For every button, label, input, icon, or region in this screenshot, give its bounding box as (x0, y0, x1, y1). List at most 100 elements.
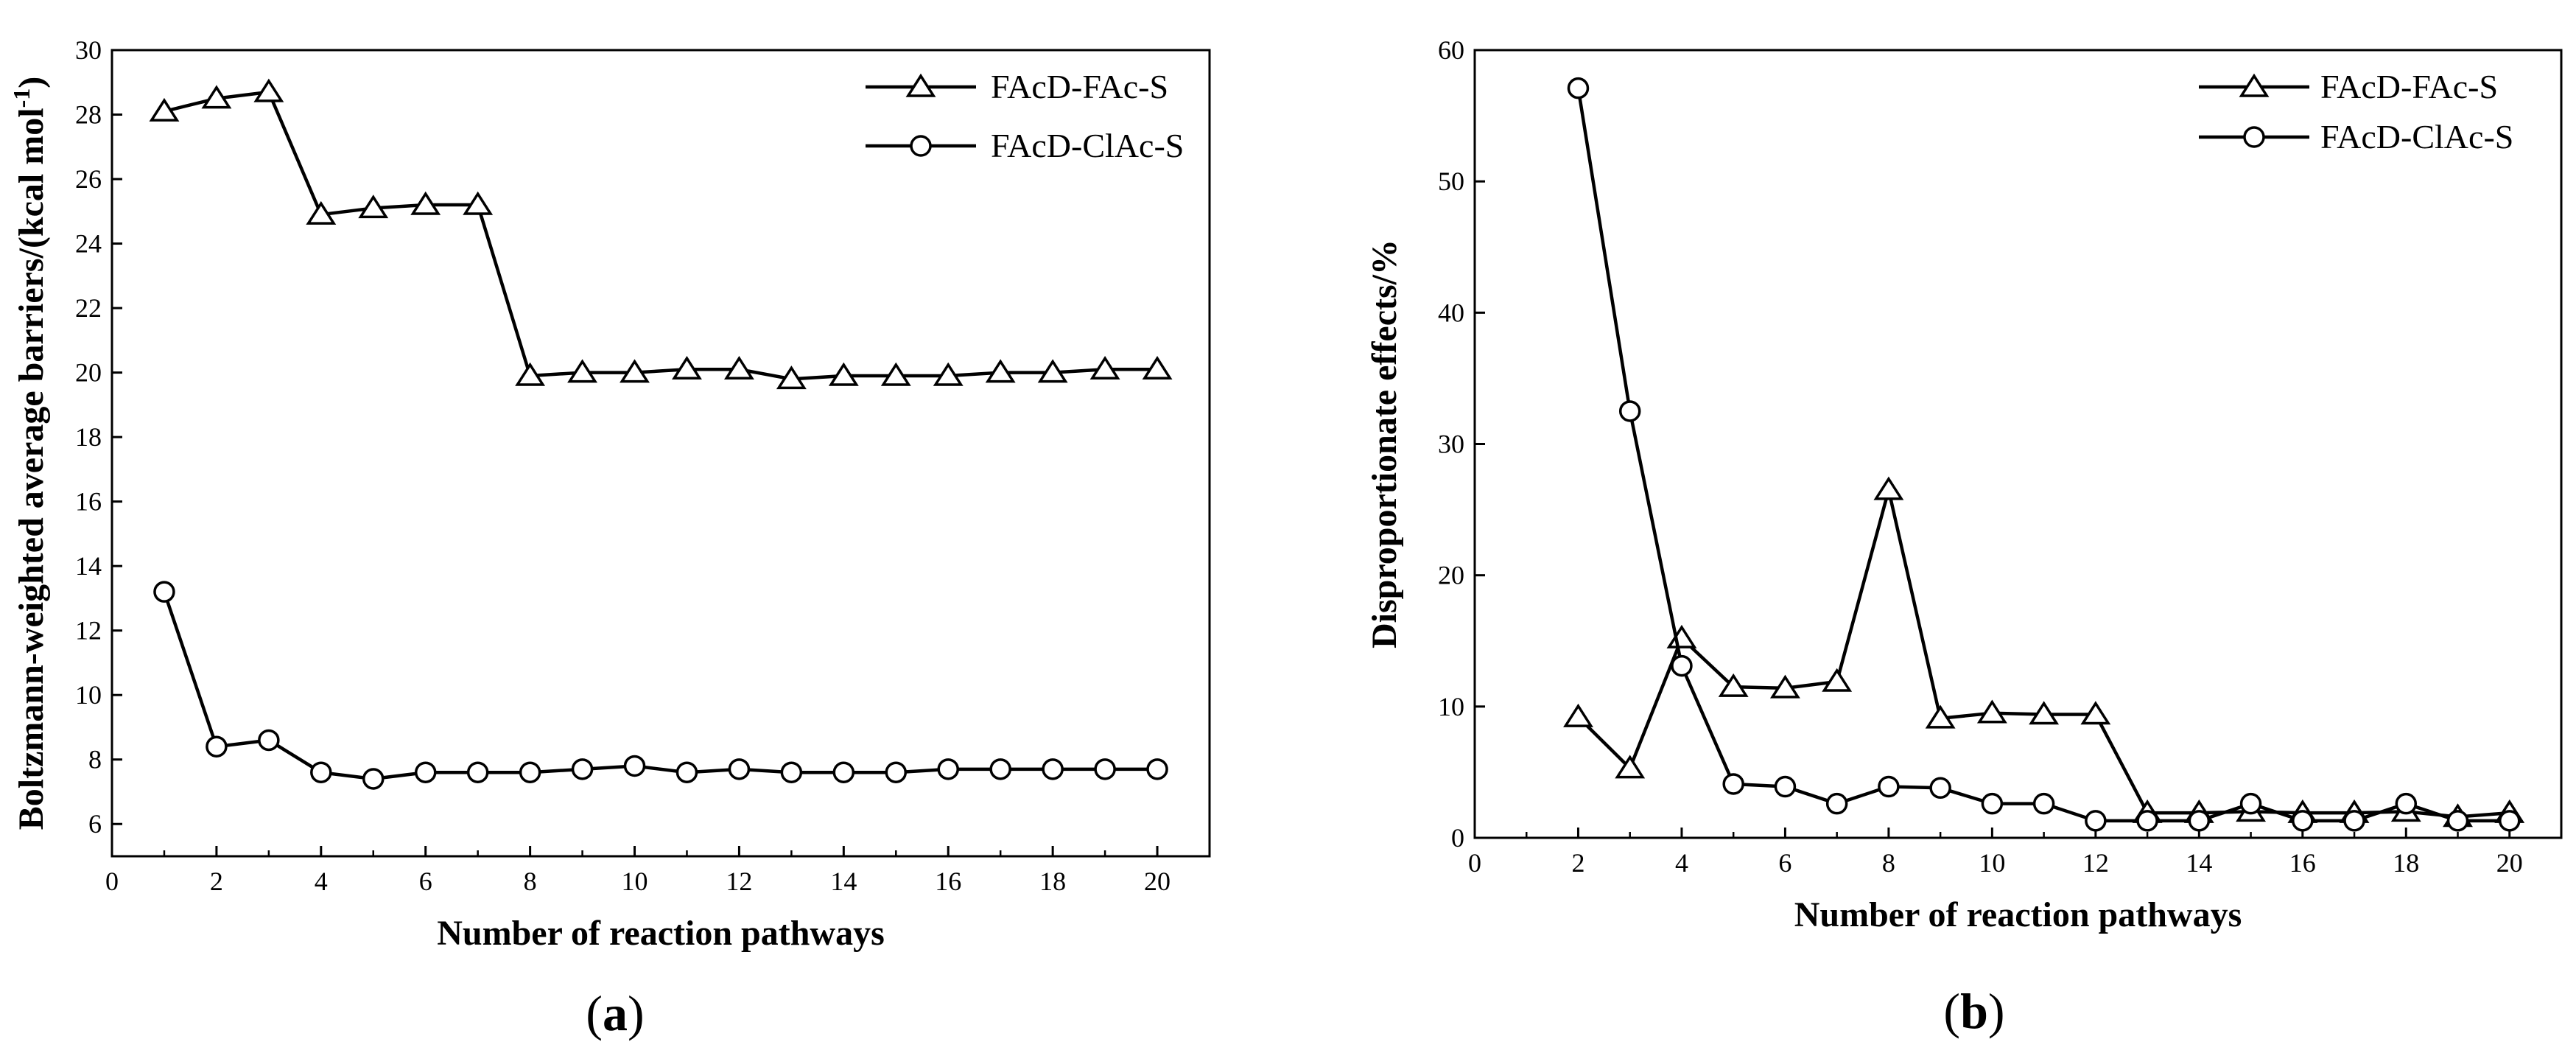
data-point-triangle (1615, 755, 1646, 779)
x-tick-label: 12 (726, 867, 752, 896)
data-point-circle (466, 761, 489, 783)
x-tick-label: 8 (524, 867, 537, 896)
x-tick-label: 16 (2289, 848, 2316, 878)
y-tick-label: 60 (1438, 35, 1464, 65)
y-tick-label: 20 (1438, 561, 1464, 590)
x-tick-label: 18 (1039, 867, 1066, 896)
data-point-circle (2395, 792, 2418, 815)
data-point-circle (362, 768, 385, 790)
data-point-circle (675, 761, 698, 783)
x-tick-label: 14 (2186, 848, 2212, 878)
data-point-circle (1981, 792, 2004, 815)
data-point-circle (519, 761, 541, 783)
data-point-circle (153, 581, 175, 603)
x-tick-label: 4 (1675, 848, 1688, 878)
x-tick-label: 20 (1144, 867, 1171, 896)
data-point-triangle (933, 362, 964, 386)
data-point-circle (937, 758, 959, 780)
data-point-triangle (410, 191, 441, 215)
data-point-circle (1722, 773, 1744, 795)
data-point-circle (2188, 810, 2211, 832)
data-point-triangle (149, 97, 180, 122)
data-point-triangle (201, 85, 232, 109)
legend-marker-triangle (2239, 73, 2270, 97)
x-tick-label: 12 (2082, 848, 2109, 878)
y-tick-label: 50 (1438, 167, 1464, 196)
data-point-triangle (1925, 704, 1956, 729)
data-point-triangle (1089, 355, 1120, 379)
data-point-triangle (2029, 701, 2060, 725)
data-point-triangle (1037, 359, 1068, 383)
x-axis-title: Number of reaction pathways (437, 914, 885, 953)
y-tick-label: 28 (75, 100, 102, 130)
data-point-circle (728, 758, 751, 780)
x-tick-label: 0 (105, 867, 119, 896)
data-point-circle (2085, 810, 2107, 832)
data-point-circle (1825, 792, 1848, 815)
x-tick-label: 2 (1571, 848, 1584, 878)
data-point-triangle (515, 362, 546, 386)
data-point-triangle (358, 195, 389, 219)
data-point-circle (2343, 810, 2365, 832)
data-point-circle (780, 761, 803, 783)
y-tick-label: 8 (88, 745, 102, 774)
x-tick-label: 14 (830, 867, 857, 896)
legend-label: FAcD-FAc-S (991, 68, 1168, 105)
data-point-circle (310, 761, 332, 783)
data-point-triangle (306, 200, 337, 225)
y-tick-label: 30 (1438, 430, 1464, 459)
panel-label: (b) (1943, 983, 2004, 1039)
x-tick-label: 18 (2393, 848, 2419, 878)
data-point-triangle (828, 362, 859, 386)
y-axis-title: Boltzmann-weighted average barriers/(kca… (8, 77, 51, 830)
data-point-triangle (672, 355, 702, 379)
x-tick-label: 20 (2496, 848, 2523, 878)
data-point-circle (989, 758, 1011, 780)
x-tick-label: 0 (1468, 848, 1481, 878)
data-point-triangle (880, 362, 911, 386)
data-point-circle (1042, 758, 1064, 780)
x-tick-label: 6 (419, 867, 432, 896)
panel-label: (a) (586, 985, 644, 1041)
data-point-circle (1146, 758, 1168, 780)
y-tick-label: 10 (1438, 692, 1464, 721)
x-tick-label: 10 (1979, 848, 2005, 878)
y-axis-title: Disproportionate effects/% (1365, 239, 1404, 648)
x-tick-label: 6 (1778, 848, 1791, 878)
data-point-triangle (723, 355, 754, 379)
x-axis-title: Number of reaction pathways (1794, 895, 2242, 934)
data-point-triangle (1142, 355, 1173, 379)
data-point-triangle (567, 359, 598, 383)
data-point-circle (1929, 777, 1951, 800)
x-tick-label: 4 (315, 867, 328, 896)
data-point-circle (414, 761, 437, 783)
y-tick-label: 40 (1438, 298, 1464, 327)
data-point-circle (1878, 775, 1900, 798)
data-point-circle (2292, 810, 2314, 832)
data-point-triangle (776, 365, 807, 390)
data-point-circle (885, 761, 908, 783)
y-tick-label: 30 (75, 35, 102, 65)
data-point-triangle (1976, 699, 2007, 724)
data-point-circle (2446, 810, 2469, 832)
y-tick-label: 20 (75, 358, 102, 388)
data-point-circle (2032, 792, 2055, 815)
data-point-triangle (1822, 668, 1853, 692)
data-point-triangle (1563, 703, 1593, 727)
data-point-triangle (253, 78, 284, 102)
data-point-circle (1094, 758, 1116, 780)
y-tick-label: 12 (75, 616, 102, 646)
series-line-circle (162, 591, 1158, 781)
data-point-circle (206, 735, 228, 758)
data-point-circle (2136, 810, 2158, 832)
data-point-triangle (1769, 674, 1800, 699)
data-point-triangle (2080, 701, 2111, 725)
x-tick-label: 16 (935, 867, 961, 896)
y-tick-label: 22 (75, 293, 102, 323)
x-tick-label: 10 (622, 867, 648, 896)
legend-marker-circle (910, 135, 932, 157)
data-point-circle (2239, 792, 2262, 815)
data-point-circle (1567, 77, 1590, 99)
legend-marker-triangle (905, 73, 936, 97)
